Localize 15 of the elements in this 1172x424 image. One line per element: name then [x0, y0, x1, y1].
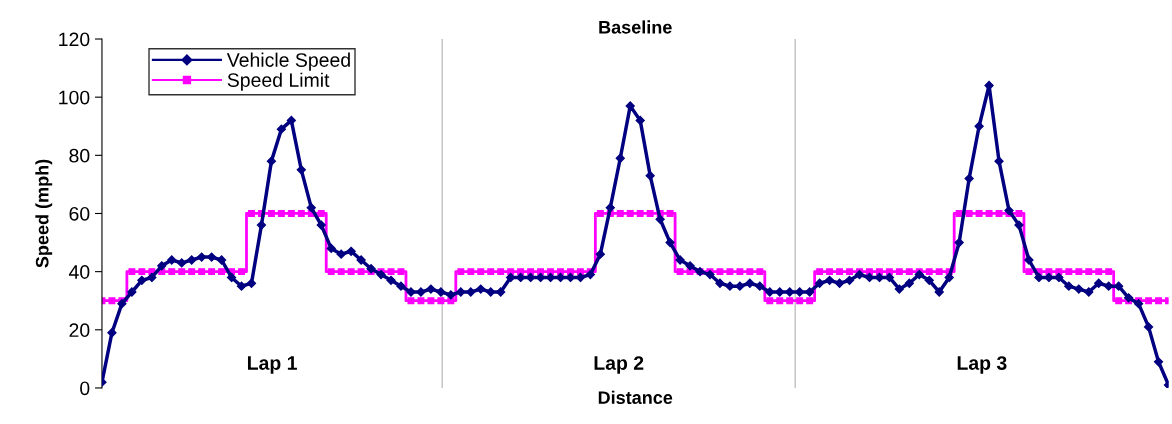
annotation: Lap 2 [594, 356, 644, 374]
x-axis-title: Distance [598, 390, 673, 404]
y-tick-label: 20 [69, 323, 90, 338]
annotation: Lap 1 [247, 356, 297, 374]
y-axis-title: Speed (mph) [35, 159, 53, 268]
y-tick-label: 40 [68, 265, 90, 279]
legend-label: Vehicle Speed [226, 52, 350, 71]
legend-label: Speed Limit [227, 72, 330, 91]
y-tick-label: 80 [69, 148, 90, 163]
y-tick-label: 60 [69, 206, 90, 221]
y-tick-label: 100 [59, 90, 90, 105]
y-tick-label: 120 [59, 32, 90, 47]
y-tick-label: 0 [80, 381, 90, 396]
annotation: Lap 3 [957, 356, 1007, 374]
chart-title: Baseline [599, 20, 672, 34]
